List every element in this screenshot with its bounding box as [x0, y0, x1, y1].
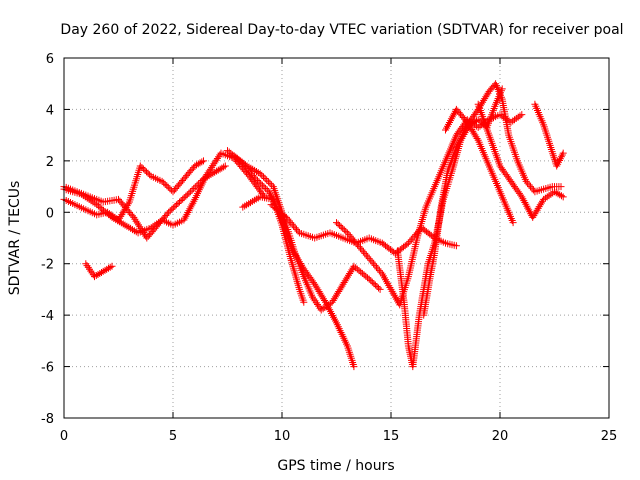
- series-markers: [230, 152, 384, 314]
- series-markers: [82, 260, 116, 281]
- y-tick-label: 4: [46, 103, 54, 118]
- series-track-13: [474, 100, 567, 221]
- series-track-6: [230, 152, 384, 314]
- y-tick-label: -2: [41, 258, 54, 273]
- y-tick-label: 2: [46, 155, 54, 170]
- series-track-4: [82, 260, 116, 281]
- y-tick-label: -6: [41, 361, 54, 376]
- series-markers: [60, 149, 269, 237]
- y-tick-label: 0: [46, 206, 54, 221]
- data-series: [60, 80, 567, 371]
- series-markers: [60, 157, 207, 224]
- series-track-1: [60, 157, 207, 224]
- x-tick-label: 20: [492, 429, 509, 444]
- x-tick-label: 0: [60, 429, 68, 444]
- y-tick-label: -8: [41, 412, 54, 427]
- x-tick-label: 5: [169, 429, 177, 444]
- x-tick-label: 10: [274, 429, 291, 444]
- x-tick-label: 15: [383, 429, 400, 444]
- series-track-14: [531, 100, 567, 170]
- x-tick-label: 25: [601, 429, 618, 444]
- series-markers: [531, 100, 567, 170]
- series-markers: [442, 105, 517, 227]
- plot-frame: [63, 57, 610, 419]
- x-axis-label: GPS time / hours: [277, 458, 394, 474]
- series-markers: [474, 100, 567, 221]
- y-tick-label: -4: [41, 309, 54, 324]
- chart-title: Day 260 of 2022, Sidereal Day-to-day VTE…: [60, 22, 623, 38]
- y-tick-label: 6: [46, 52, 54, 67]
- y-axis-label: SDTVAR / TECUs: [7, 181, 23, 296]
- series-track-12: [442, 105, 517, 227]
- series-track-3: [60, 149, 269, 237]
- axis-ticks: 0 5 10 15 20 25 -8 -6 -4 -2 0 2 4 6: [41, 52, 617, 444]
